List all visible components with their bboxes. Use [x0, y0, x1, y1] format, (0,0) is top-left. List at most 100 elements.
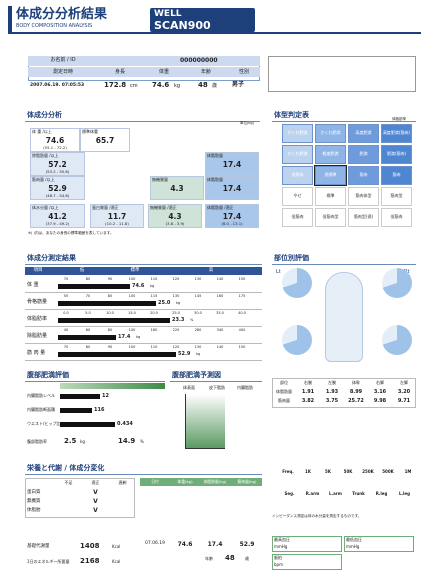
composition-cell	[148, 204, 202, 228]
nutrition-label: 蛋白質	[27, 490, 41, 495]
impedance-freq: 1K	[305, 469, 311, 474]
measurement-scale: 160	[216, 294, 224, 298]
measurement-scale: 5.0	[85, 311, 91, 315]
patient-weight-unit: kg	[174, 83, 181, 89]
abdominal-label: 内臓脂肪レベル	[27, 393, 55, 398]
measurement-scale: 130	[194, 277, 202, 281]
measurement-scale: 10.0	[106, 311, 114, 315]
nutrition-label: 無機質	[27, 499, 41, 504]
abdominal-scale	[60, 383, 165, 389]
body-type-label: かくれ肥満	[320, 130, 341, 135]
segmental-header: 左脚	[400, 380, 408, 385]
measurement-scale: 35.0	[216, 311, 224, 315]
measurement-header-cell: 低	[79, 268, 85, 273]
report-subtitle: BODY COMPOSITION ANALYSIS	[16, 23, 93, 29]
segmental-cell: 3.20	[397, 389, 411, 395]
measurement-scale: 70	[85, 294, 91, 298]
history-header	[140, 478, 262, 486]
section-bar	[272, 264, 416, 265]
measurement-unit: %	[190, 318, 194, 322]
abdominal-fat-pct-unit: %	[140, 439, 144, 444]
composition-value: 17.4	[222, 160, 242, 169]
segmental-cell: 1.93	[325, 389, 339, 395]
history-header: 筋肉量(kg)	[237, 479, 257, 484]
measurement-scale: 145	[194, 294, 202, 298]
segmental-cell: 25.72	[348, 398, 364, 404]
abdominal-bar	[60, 394, 100, 399]
composition-value: 4.3	[168, 212, 182, 221]
nutrition-mark: V	[93, 498, 98, 505]
composition-cell	[205, 204, 259, 228]
segment-gauge	[282, 268, 312, 298]
composition-cell	[80, 128, 130, 152]
segmental-cell: 9.71	[397, 398, 411, 404]
history-header: 体脂肪量(kg)	[203, 479, 227, 484]
body-type-cell	[348, 145, 379, 164]
composition-value: 41.2	[48, 212, 67, 221]
impedance-freq: 250K	[362, 469, 374, 474]
measurement-row	[25, 345, 262, 361]
prediction-label: 皮下脂肪	[209, 385, 225, 390]
composition-cell	[30, 176, 85, 200]
composition-value: 17.4	[222, 184, 242, 193]
measurement-scale: 130	[194, 345, 202, 349]
impedance-freq: 5K	[325, 469, 331, 474]
segmental-left: Lt	[276, 269, 281, 275]
history-header: 体重(kg)	[177, 479, 193, 484]
energy-unit: Kcal	[112, 559, 121, 564]
composition-range: (10.2 - 11.8)	[105, 221, 129, 226]
segmental-cell: 3.75	[325, 398, 339, 404]
history-age-unit: 歳	[245, 556, 249, 561]
segment-gauge	[382, 268, 412, 298]
vital-unit: bpm	[274, 562, 283, 567]
measurement-scale: 140	[216, 277, 224, 281]
history-age: 48	[225, 554, 235, 562]
composition-value: 4.3	[170, 184, 184, 193]
composition-label: 体脂肪量	[207, 153, 223, 158]
composition-label: 体脂肪量 /適正	[207, 205, 234, 210]
composition-range: (55.1 - 72.2)	[43, 145, 67, 150]
impedance-seg: L.leg	[398, 491, 410, 496]
impedance-seg: Trunk	[352, 491, 365, 496]
prediction-title: 腹部肥満予測図	[172, 371, 221, 379]
prediction-label: 内臓脂肪	[237, 385, 253, 390]
composition-label: 無機質量	[152, 177, 168, 182]
composition-value: 11.7	[107, 212, 127, 221]
composition-cell	[30, 152, 85, 176]
impedance-freq: 1M	[404, 469, 412, 474]
patient-row	[28, 80, 260, 92]
composition-cell	[150, 176, 204, 200]
impedance-freq: 50K	[343, 469, 353, 474]
composition-note: ※( )内は、あなたの身長の標準範囲を表しています。	[28, 231, 114, 235]
body-type-cell	[282, 166, 313, 185]
composition-label: 無機質量 /適正	[150, 205, 177, 210]
body-type-cell	[282, 187, 313, 206]
segmental-cell: 8.99	[349, 389, 363, 395]
body-type-cell	[381, 187, 412, 206]
report-title: 体成分分析結果	[16, 7, 108, 22]
measurement-bar	[58, 301, 156, 306]
nutrition-header: 適正	[91, 480, 100, 485]
measurement-unit: kg	[196, 352, 201, 356]
body-type-cell	[315, 124, 346, 143]
composition-label: 筋肉量 /以上	[32, 177, 55, 182]
patient-height: 172.8	[104, 81, 127, 89]
measurement-scale: 220	[172, 328, 180, 332]
measurement-header-cell: 標準	[130, 268, 140, 273]
prediction-label: 体表面	[183, 385, 195, 390]
body-type-label: 高度肥満	[355, 130, 372, 135]
body-type-cell	[348, 166, 379, 185]
body-type-cell	[315, 145, 346, 164]
measurement-scale: 175	[238, 294, 246, 298]
segmental-table	[272, 378, 416, 408]
brand-top: WELL	[154, 9, 182, 19]
measurement-scale: 25.0	[172, 311, 180, 315]
measurement-scale: 70	[63, 345, 69, 349]
vital-label: 脈拍	[274, 555, 282, 560]
prediction-area	[185, 394, 225, 449]
vital-box	[272, 554, 342, 570]
measurement-row	[25, 328, 262, 344]
abdominal-fat-kg-unit: kg	[80, 439, 85, 444]
header-accent	[8, 6, 12, 32]
abdominal-label: ウエスト/ヒップ比	[27, 421, 61, 426]
